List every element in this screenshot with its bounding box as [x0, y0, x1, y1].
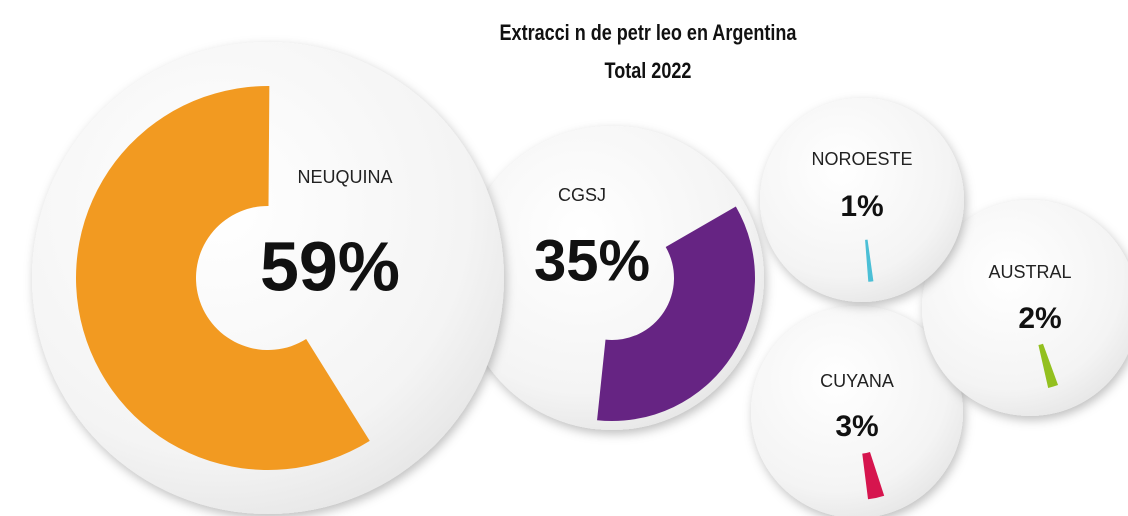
disc	[760, 98, 964, 302]
category-label: CGSJ	[558, 185, 606, 205]
disc	[751, 306, 963, 516]
wedge	[862, 451, 885, 500]
category-label: NEUQUINA	[297, 167, 392, 187]
value-label: 59%	[260, 227, 400, 305]
value-label: 35%	[534, 228, 650, 293]
wedge	[1038, 343, 1059, 388]
wedge	[597, 206, 755, 421]
value-label: 1%	[840, 190, 883, 223]
wedge	[865, 239, 874, 282]
category-label: AUSTRAL	[988, 262, 1071, 282]
chart-title: Extracci n de petr leo en Argentina	[500, 21, 798, 45]
disc	[922, 200, 1128, 416]
wedge	[75, 85, 370, 470]
value-label: 2%	[1018, 302, 1061, 335]
value-label: 3%	[835, 410, 878, 443]
category-label: CUYANA	[820, 371, 894, 391]
category-label: NOROESTE	[811, 149, 912, 169]
chart-subtitle: Total 2022	[605, 59, 692, 83]
